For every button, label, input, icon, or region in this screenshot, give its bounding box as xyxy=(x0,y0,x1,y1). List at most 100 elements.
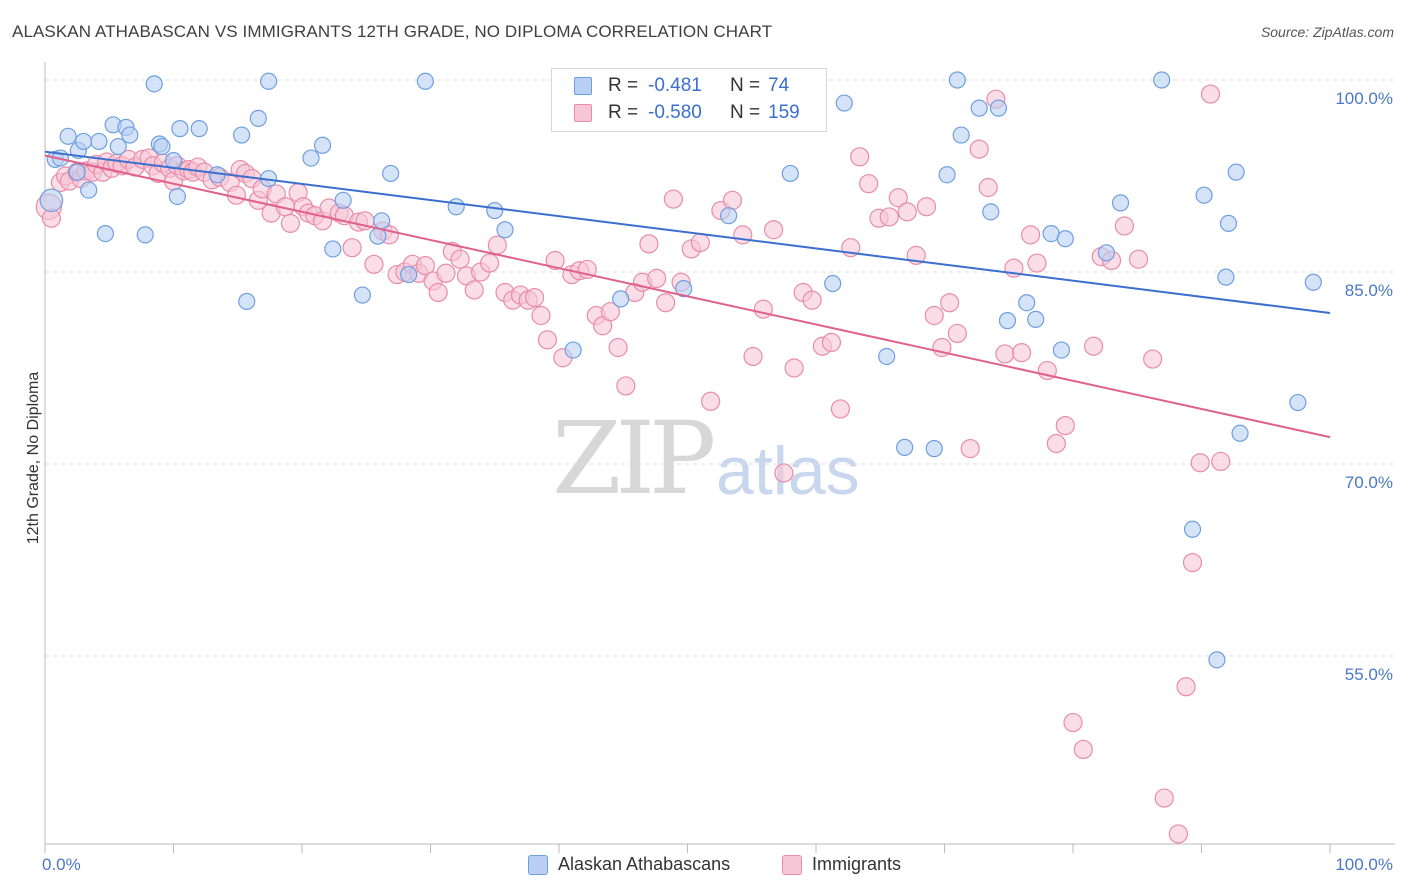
y-tick-label: 70.0% xyxy=(1345,473,1393,492)
immigrant-point xyxy=(763,220,784,240)
immigrant-point xyxy=(639,234,659,254)
athabascan-point xyxy=(373,212,391,230)
immigrant-point xyxy=(733,225,753,245)
immigrant-point xyxy=(1128,249,1149,269)
athabascan-point xyxy=(121,126,139,144)
legend-swatch-blue xyxy=(528,855,548,875)
athabascan-point xyxy=(353,286,371,304)
athabascan-point xyxy=(948,71,966,89)
immigrant-point xyxy=(753,299,773,319)
legend-n-value: 74 xyxy=(768,75,790,96)
athabascan-point xyxy=(447,198,465,216)
legend-r-label: R = xyxy=(608,75,639,96)
y-tick-label: 85.0% xyxy=(1345,281,1393,300)
immigrant-point xyxy=(1143,349,1163,369)
legend-swatch-blue xyxy=(574,77,592,95)
athabascan-point xyxy=(1111,194,1130,212)
athabascan-point xyxy=(249,109,267,128)
immigrant-point xyxy=(1055,416,1075,436)
athabascan-point xyxy=(171,120,189,138)
legend-n-label: N = xyxy=(730,75,761,96)
immigrant-point xyxy=(940,293,960,313)
athabascan-point xyxy=(878,347,896,366)
athabascan-point xyxy=(496,221,514,239)
trend-line-immigrants xyxy=(44,154,1331,439)
athabascan-point xyxy=(39,188,64,213)
athabascan-point xyxy=(1219,214,1238,232)
y-tick-label: 55.0% xyxy=(1345,665,1393,684)
athabascan-point xyxy=(168,187,186,206)
immigrant-point xyxy=(1027,253,1047,273)
athabascan-point xyxy=(1231,424,1249,442)
athabascan-point xyxy=(824,274,842,293)
athabascan-point xyxy=(233,126,251,144)
athabascan-point xyxy=(334,191,352,209)
athabascan-point xyxy=(153,137,171,156)
athabascan-point xyxy=(612,290,630,308)
athabascan-point xyxy=(74,132,93,151)
immigrant-point xyxy=(701,391,721,411)
immigrant-point xyxy=(1063,712,1083,733)
immigrant-point xyxy=(821,332,842,352)
immigrant-point xyxy=(1073,739,1093,760)
legend-r-label: R = xyxy=(608,102,639,123)
immigrant-point xyxy=(480,253,500,273)
immigrant-point xyxy=(1154,788,1174,808)
immigrant-point xyxy=(428,282,448,303)
immigrant-point xyxy=(774,463,794,483)
correlation-legend: R = -0.481 N = 74 R = -0.580 N = 159 xyxy=(551,68,827,132)
watermark-zip: ZIP xyxy=(552,400,716,517)
trend-lines xyxy=(44,150,1331,439)
legend-swatch-pink xyxy=(782,855,802,875)
y-axis-title: 12th Grade, No Diploma xyxy=(25,372,42,545)
immigrant-point xyxy=(364,254,384,274)
athabascan-point xyxy=(190,120,208,138)
athabascan-point xyxy=(896,438,914,456)
immigrant-point xyxy=(1114,216,1135,236)
immigrant-point xyxy=(978,177,998,198)
immigrant-point xyxy=(995,344,1015,364)
immigrant-point xyxy=(436,263,456,283)
immigrant-point xyxy=(663,189,683,209)
immigrant-point xyxy=(879,207,899,227)
legend-swatch-pink xyxy=(574,104,592,122)
athabascan-point xyxy=(486,201,504,220)
athabascan-point xyxy=(259,72,278,90)
athabascan-point xyxy=(1056,230,1074,248)
immigrant-point xyxy=(916,197,937,217)
immigrant-point xyxy=(859,174,879,194)
immigrant-point xyxy=(802,290,822,310)
athabascan-point xyxy=(998,312,1017,330)
immigrant-point xyxy=(1211,451,1231,472)
athabascan-point xyxy=(1097,244,1116,262)
chart-title: ALASKAN ATHABASCAN VS IMMIGRANTS 12TH GR… xyxy=(12,22,773,41)
immigrant-point xyxy=(342,238,362,258)
immigrant-point xyxy=(1046,433,1066,454)
immigrant-point xyxy=(616,376,636,396)
athabascan-point xyxy=(720,207,738,225)
immigrant-point xyxy=(743,346,763,367)
athabascan-point xyxy=(938,166,956,184)
athabascan-point xyxy=(400,265,418,284)
athabascan-point xyxy=(1195,186,1213,204)
athabascan-point xyxy=(952,126,970,144)
y-tick-label: 100.0% xyxy=(1335,89,1393,108)
athabascan-point xyxy=(324,240,342,258)
athabascan-point xyxy=(970,99,988,117)
immigrant-point xyxy=(969,139,989,159)
immigrant-point xyxy=(830,399,851,419)
athabascan-point xyxy=(675,280,693,298)
immigrant-point xyxy=(545,250,565,271)
immigrant-point xyxy=(600,302,621,322)
athabascan-point xyxy=(80,181,98,199)
athabascan-point xyxy=(1052,341,1071,359)
legend-n-value: 159 xyxy=(768,102,800,123)
x-tick-label: 100.0% xyxy=(1335,855,1393,874)
athabascan-point xyxy=(109,137,127,156)
athabascan-point xyxy=(1289,393,1307,412)
athabascan-points xyxy=(39,71,1322,669)
immigrant-point xyxy=(1011,343,1032,363)
legend-n-label: N = xyxy=(730,102,761,123)
immigrant-point xyxy=(784,358,804,378)
legend-label: Immigrants xyxy=(812,854,902,874)
